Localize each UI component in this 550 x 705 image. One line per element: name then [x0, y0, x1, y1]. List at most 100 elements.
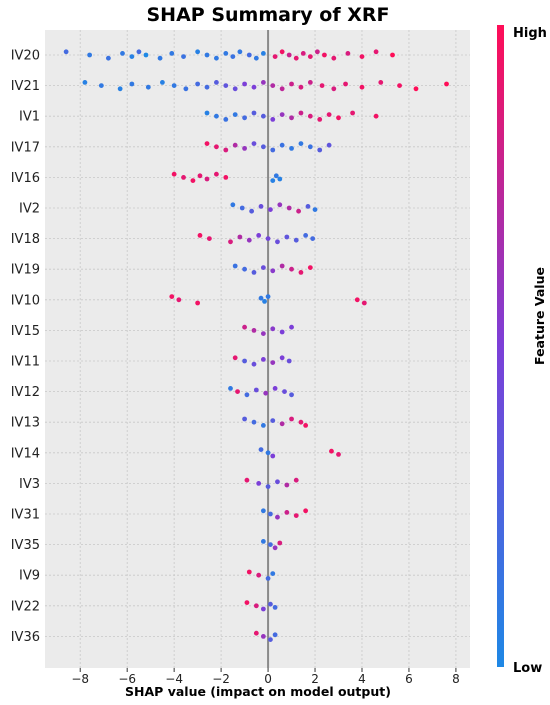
shap-point	[279, 112, 285, 117]
shap-point	[176, 297, 182, 303]
shap-point	[272, 632, 278, 638]
shap-point	[204, 52, 210, 58]
shap-point	[63, 49, 69, 55]
shap-point	[293, 513, 299, 518]
shap-point	[235, 389, 240, 394]
shap-point	[293, 477, 299, 483]
shap-point	[354, 297, 360, 303]
shap-point	[270, 360, 276, 365]
shap-point	[286, 52, 292, 58]
shap-point	[343, 81, 348, 87]
shap-point	[307, 113, 313, 119]
shap-point	[279, 263, 285, 269]
shap-point	[228, 239, 233, 245]
shap-point	[253, 387, 259, 393]
shap-point	[279, 49, 285, 55]
feature-label: IV10	[11, 293, 40, 308]
shap-point	[277, 540, 283, 546]
shap-point	[307, 144, 313, 150]
colorbar	[497, 25, 504, 667]
shap-point	[268, 542, 273, 547]
shap-point	[331, 55, 337, 61]
feature-label: IV19	[11, 263, 40, 278]
shap-point	[329, 448, 334, 454]
shap-point	[242, 416, 247, 422]
feature-label: IV12	[11, 385, 40, 400]
feature-label: IV15	[11, 324, 40, 339]
shap-point	[275, 479, 280, 485]
shap-point	[326, 112, 332, 117]
shap-point	[289, 392, 294, 398]
shap-point	[286, 205, 292, 211]
shap-point	[270, 147, 276, 153]
x-tick-label: −4	[165, 672, 183, 686]
shap-point	[314, 49, 320, 55]
shap-point	[242, 115, 247, 121]
feature-label: IV9	[19, 569, 40, 584]
shap-point	[87, 52, 93, 58]
shap-point	[289, 416, 294, 422]
shap-point	[253, 630, 259, 636]
shap-point	[298, 84, 304, 90]
shap-point	[204, 84, 210, 90]
shap-point	[237, 49, 243, 55]
shap-point	[263, 390, 269, 396]
shap-point	[319, 83, 325, 88]
shap-point	[244, 600, 250, 605]
shap-point	[322, 52, 327, 58]
shap-point	[145, 84, 151, 90]
shap-point	[242, 266, 247, 272]
shap-point	[444, 81, 449, 87]
shap-point	[359, 54, 365, 59]
shap-point	[251, 270, 257, 275]
shap-point	[251, 419, 257, 425]
feature-label: IV31	[11, 508, 40, 523]
shap-point	[307, 80, 313, 85]
shap-point	[317, 147, 323, 153]
shap-point	[206, 236, 212, 242]
shap-point	[256, 233, 262, 238]
x-tick-label: 6	[405, 672, 413, 686]
shap-point	[279, 421, 285, 427]
shap-point	[270, 83, 276, 88]
shap-point	[223, 51, 229, 56]
shap-point	[197, 173, 203, 179]
shap-point	[336, 452, 341, 457]
shap-point	[350, 110, 355, 116]
feature-label: IV20	[11, 49, 40, 64]
shap-point	[195, 300, 201, 306]
shap-point	[230, 54, 236, 59]
shap-point	[270, 453, 276, 459]
shap-point	[204, 110, 210, 116]
shap-point	[157, 55, 163, 61]
shap-point	[190, 178, 196, 184]
shap-point	[305, 204, 311, 209]
shap-point	[256, 481, 262, 486]
shap-point	[303, 233, 309, 238]
shap-point	[289, 324, 294, 330]
shap-point	[260, 144, 266, 150]
shap-point	[260, 357, 266, 362]
shap-point	[258, 447, 264, 452]
shap-point	[232, 355, 238, 361]
shap-point	[373, 113, 379, 119]
x-tick-label: 8	[452, 672, 460, 686]
shap-point	[214, 55, 219, 61]
chart-title: SHAP Summary of XRF	[146, 4, 389, 26]
shap-point	[272, 54, 278, 59]
shap-point	[204, 141, 210, 147]
shap-point	[129, 81, 135, 87]
shap-point	[270, 268, 276, 274]
shap-point	[246, 569, 252, 575]
shap-point	[169, 294, 175, 299]
shap-point	[214, 144, 219, 150]
shap-point	[195, 49, 201, 55]
shap-point	[260, 539, 266, 544]
shap-point	[272, 386, 278, 391]
shap-point	[253, 603, 259, 609]
shap-point	[284, 234, 290, 240]
shap-point	[160, 80, 165, 85]
shap-point	[244, 477, 250, 483]
shap-point	[284, 482, 290, 488]
